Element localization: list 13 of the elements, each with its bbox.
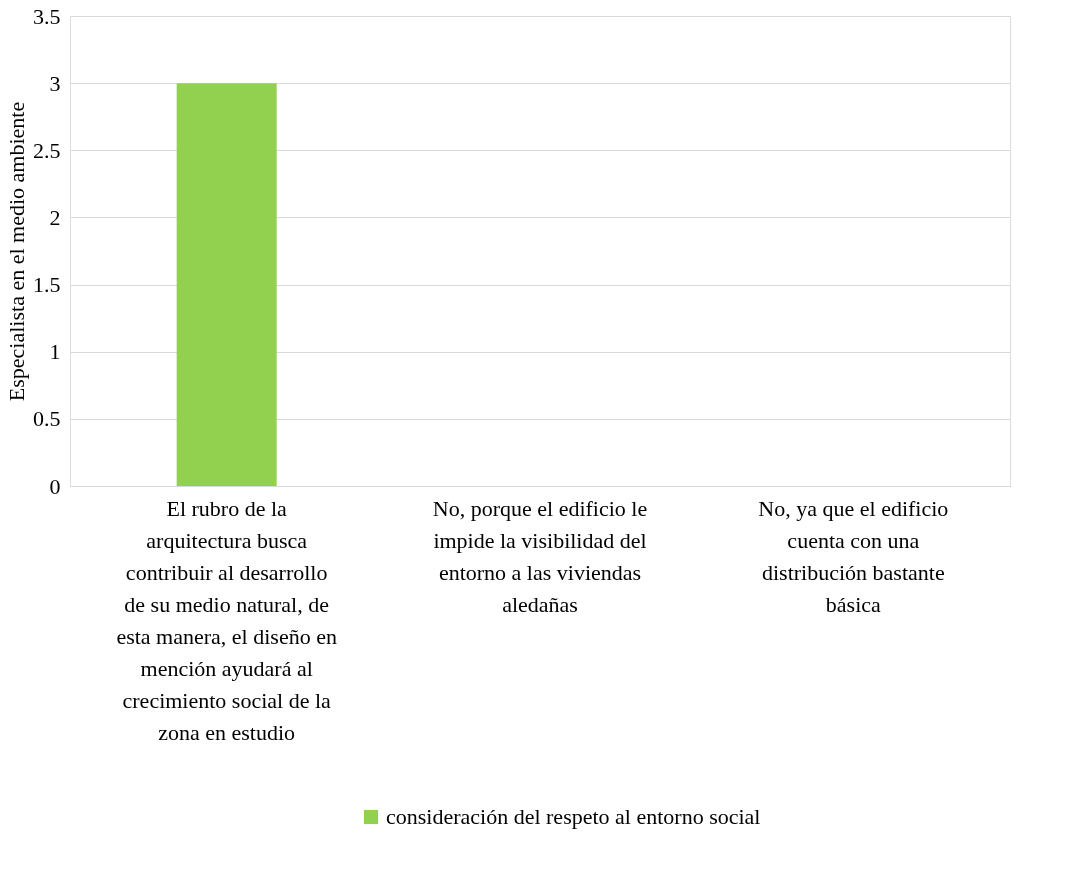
y-tick-label: 3.5 [33, 3, 61, 29]
y-tick-label: 2 [49, 204, 61, 230]
y-tick-label: 1.5 [33, 272, 61, 298]
x-tick-label: No, ya que el edificio cuenta con una distribución bastante básica [758, 495, 949, 617]
y-tick-label: 0 [49, 473, 61, 499]
y-tick-label: 2.5 [33, 137, 61, 163]
y-tick-label: 3 [49, 70, 61, 96]
legend-label: consideración del respeto al entorno social [386, 804, 761, 829]
x-tick-label: El rubro de la arquitectura busca contribuir al desarrollo de su medio natural, de esta manera, el diseño en mención ayudará al crecimiento social de la zona en estudio [116, 495, 337, 745]
y-axis-title: Especialista en el medio ambiente [4, 101, 29, 402]
y-tick-label: 1 [49, 339, 61, 365]
x-tick-label: No, porque el edificio le impide la visibilidad del entorno a las viviendas aledañas [432, 495, 648, 617]
y-tick-label: 0.5 [33, 406, 61, 432]
